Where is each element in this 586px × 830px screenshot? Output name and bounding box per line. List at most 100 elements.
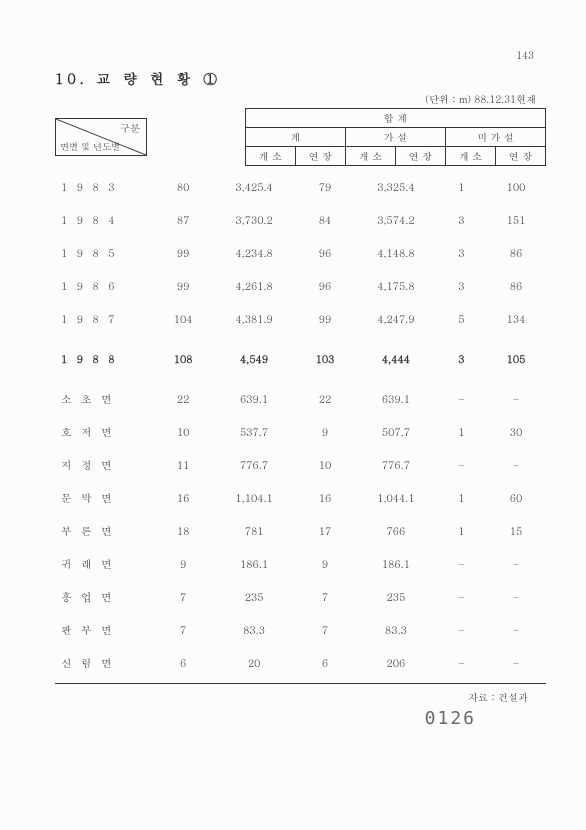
header-subgroup-2: 미 가 설 [445, 128, 545, 147]
header-col: 개 소 [445, 147, 495, 166]
cell: 235 [213, 580, 295, 613]
row-label: 판 부 면 [55, 613, 153, 646]
cell: 3 [437, 236, 486, 269]
cell: – [486, 382, 546, 415]
cell: 3 [437, 335, 486, 382]
cell: 3 [437, 203, 486, 236]
cell: – [437, 382, 486, 415]
row-label: 지 정 면 [55, 448, 153, 481]
cell: 4,261.8 [213, 269, 295, 302]
cell: 3 [437, 269, 486, 302]
cell: 639.1 [355, 382, 437, 415]
row-label: 소 초 면 [55, 382, 153, 415]
table-row: 판 부 면783.3783.3–– [55, 613, 546, 646]
cell: 7 [153, 580, 213, 613]
cell: 3,425.4 [213, 170, 295, 203]
cell: 4,247.9 [355, 302, 437, 335]
cell: – [437, 646, 486, 679]
cell: – [486, 547, 546, 580]
cell: 134 [486, 302, 546, 335]
cell: 104 [153, 302, 213, 335]
cell: 10 [295, 448, 355, 481]
cell: 639.1 [213, 382, 295, 415]
page-number: 143 [516, 48, 534, 62]
cell: 7 [295, 580, 355, 613]
cell: 9 [295, 547, 355, 580]
row-label: 흥 업 면 [55, 580, 153, 613]
cell: 3,574.2 [355, 203, 437, 236]
cell: 4,549 [213, 335, 295, 382]
bottom-rule [55, 683, 546, 684]
diagonal-header-cell: 구분 면별 및 년도별 [55, 118, 147, 156]
cell: 4,175.8 [355, 269, 437, 302]
row-label: 1 9 8 7 [55, 302, 153, 335]
cell: 79 [295, 170, 355, 203]
row-label: 호 저 면 [55, 415, 153, 448]
cell: 4,381.9 [213, 302, 295, 335]
table-row: 신 림 면6206206–– [55, 646, 546, 679]
cell: – [486, 613, 546, 646]
cell: 1 [437, 514, 486, 547]
header-table: 구분 면별 및 년도별 합 계 계 가 설 미 가 설 개 소 연 장 개 소 … [55, 108, 546, 166]
cell: 3,730.2 [213, 203, 295, 236]
header-col: 개 소 [245, 147, 295, 166]
table-row: 부 론 면1878117766115 [55, 514, 546, 547]
cell: 4,148.8 [355, 236, 437, 269]
cell: 60 [486, 481, 546, 514]
cell: – [486, 448, 546, 481]
header-col: 개 소 [345, 147, 395, 166]
cell: 4,444 [355, 335, 437, 382]
cell: 151 [486, 203, 546, 236]
cell: 5 [437, 302, 486, 335]
cell: – [437, 580, 486, 613]
cell: 22 [153, 382, 213, 415]
row-label: 1 9 8 3 [55, 170, 153, 203]
row-label: 1 9 8 8 [55, 335, 153, 382]
table-row: 귀 래 면9186.19186.1–– [55, 547, 546, 580]
cell: 3,325.4 [355, 170, 437, 203]
cell: 80 [153, 170, 213, 203]
cell: 781 [213, 514, 295, 547]
table-row: 1 9 8 6994,261.8964,175.8386 [55, 269, 546, 302]
header-subgroup-0: 계 [245, 128, 345, 147]
row-label: 1 9 8 5 [55, 236, 153, 269]
cell: – [437, 448, 486, 481]
cell: 84 [295, 203, 355, 236]
cell: 1,044.1 [355, 481, 437, 514]
cell: 186.1 [355, 547, 437, 580]
document-page: 143 10. 교 량 현 황 ① (단위 : m) 88.12.31현재 구분… [0, 0, 586, 830]
row-label: 귀 래 면 [55, 547, 153, 580]
cell: 4,234.8 [213, 236, 295, 269]
header-subgroup-1: 가 설 [345, 128, 445, 147]
cell: 9 [295, 415, 355, 448]
cell: 87 [153, 203, 213, 236]
table-row: 1 9 8 81084,5491034,4443105 [55, 335, 546, 382]
cell: 7 [153, 613, 213, 646]
stamp-number: 0126 [55, 708, 476, 729]
source-note: 자료 : 건설과 [55, 690, 528, 704]
cell: 100 [486, 170, 546, 203]
cell: 1 [437, 170, 486, 203]
header-col: 연 장 [395, 147, 445, 166]
cell: 1,104.1 [213, 481, 295, 514]
row-label: 문 막 면 [55, 481, 153, 514]
cell: 22 [295, 382, 355, 415]
table-row: 1 9 8 71044,381.9994,247.95134 [55, 302, 546, 335]
document-title: 10. 교 량 현 황 ① [55, 68, 221, 88]
row-label: 1 9 8 4 [55, 203, 153, 236]
cell: 86 [486, 269, 546, 302]
cell: 108 [153, 335, 213, 382]
cell: 537.7 [213, 415, 295, 448]
cell: – [437, 613, 486, 646]
cell: 83.3 [355, 613, 437, 646]
cell: 99 [153, 236, 213, 269]
cell: 9 [153, 547, 213, 580]
cell: 17 [295, 514, 355, 547]
cell: 776.7 [355, 448, 437, 481]
cell: 83.3 [213, 613, 295, 646]
header-bottom-label: 면별 및 년도별 [60, 140, 120, 153]
cell: 776.7 [213, 448, 295, 481]
cell: 1 [437, 481, 486, 514]
cell: 96 [295, 269, 355, 302]
cell: 206 [355, 646, 437, 679]
